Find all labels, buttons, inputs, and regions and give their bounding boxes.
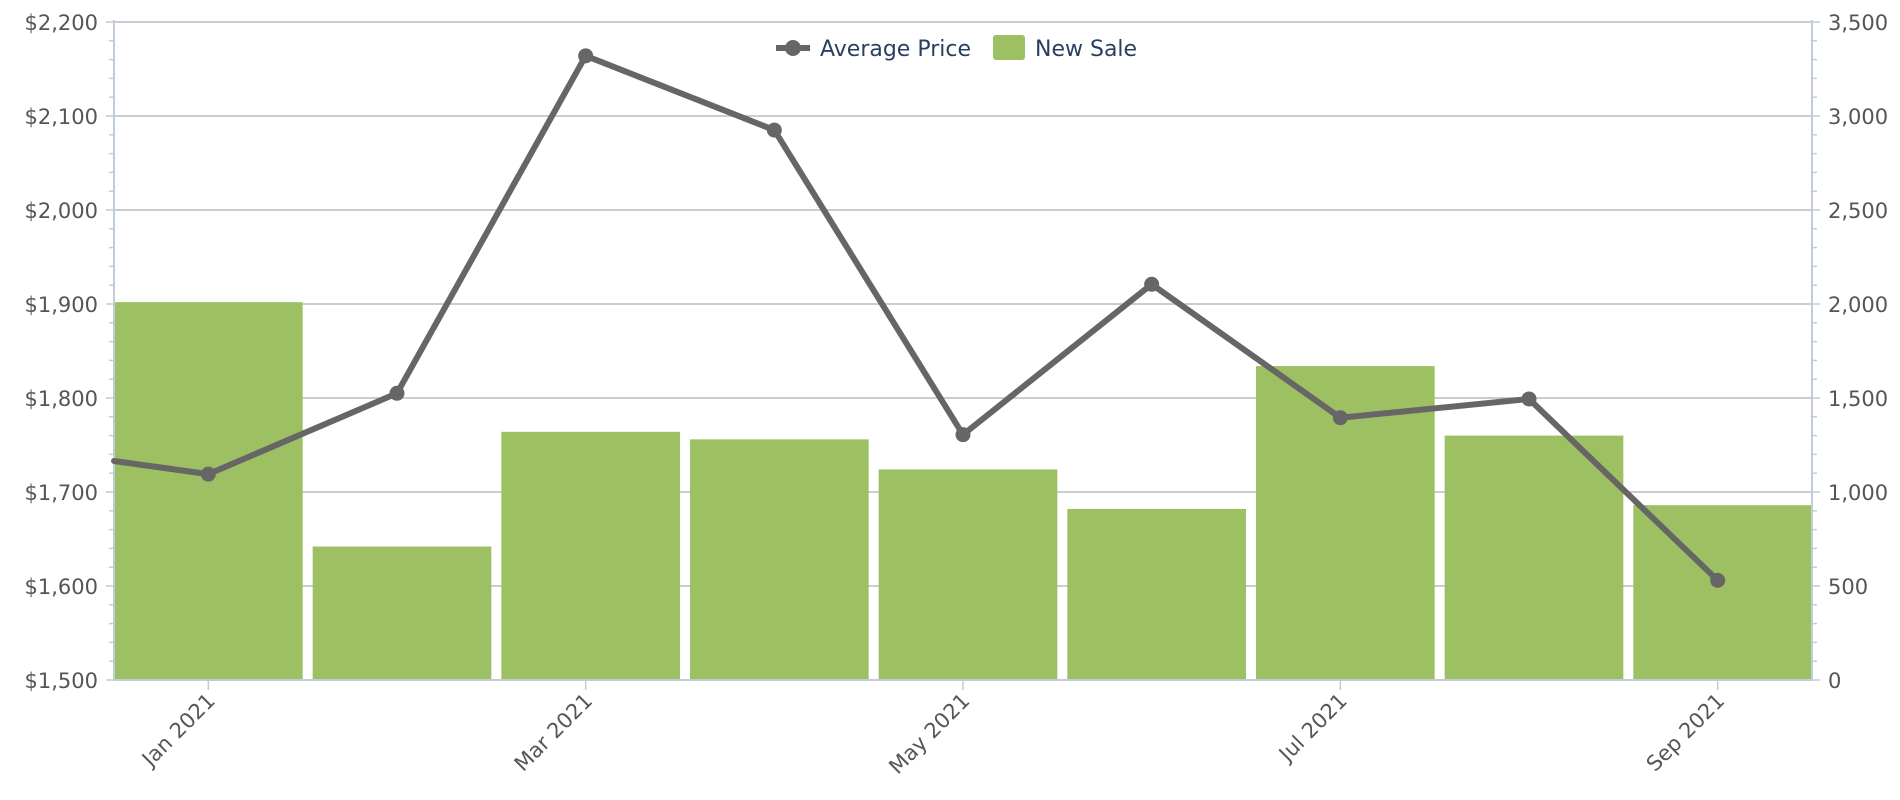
- line-series-average-price: [111, 48, 1726, 588]
- left-axis-tick-label: $2,200: [25, 11, 98, 35]
- point-average-price: [1710, 572, 1726, 588]
- right-axis-tick-label: 0: [1828, 669, 1841, 693]
- right-axis-tick-label: 500: [1828, 575, 1868, 599]
- left-axis-tick-label: $1,900: [25, 293, 98, 317]
- x-axis-tick-label: May 2021: [884, 689, 974, 779]
- x-axis-tick-label: Sep 2021: [1642, 689, 1729, 776]
- point-average-price: [766, 122, 782, 138]
- point-average-price: [955, 427, 971, 443]
- right-axis-tick-label: 3,000: [1828, 105, 1888, 129]
- point-average-price: [578, 48, 594, 64]
- bar-new-sale: [501, 431, 680, 680]
- x-axis-tick-label: Jan 2021: [136, 689, 220, 773]
- bar-new-sale: [114, 302, 303, 680]
- right-axis-tick-label: 3,500: [1828, 11, 1888, 35]
- x-axis-tick-label: Mar 2021: [510, 689, 598, 777]
- point-average-price: [1521, 391, 1537, 407]
- legend-label-average-price[interactable]: Average Price: [820, 37, 971, 62]
- legend-marker-average-price: [785, 40, 801, 56]
- right-axis-tick-label: 2,000: [1828, 293, 1888, 317]
- legend-label-new-sale[interactable]: New Sale: [1035, 37, 1137, 62]
- left-axis-tick-label: $1,800: [25, 387, 98, 411]
- bar-new-sale: [690, 439, 869, 680]
- bar-new-sale: [1444, 435, 1624, 680]
- right-axis-tick-label: 2,500: [1828, 199, 1888, 223]
- bar-new-sale: [1633, 505, 1812, 680]
- left-axis-tick-label: $1,700: [25, 481, 98, 505]
- right-axis-tick-label: 1,500: [1828, 387, 1888, 411]
- left-axis-tick-label: $1,500: [25, 669, 98, 693]
- point-average-price: [389, 385, 405, 401]
- bar-new-sale: [878, 469, 1058, 680]
- point-average-price: [200, 466, 216, 482]
- legend[interactable]: Average Price New Sale: [776, 35, 1137, 62]
- left-axis-tick-label: $2,100: [25, 105, 98, 129]
- bar-new-sale: [1067, 508, 1246, 680]
- left-axis-tick-label: $2,000: [25, 199, 98, 223]
- bar-new-sale: [312, 546, 492, 680]
- right-axis-tick-label: 1,000: [1828, 481, 1888, 505]
- line-path-average-price: [111, 52, 1721, 584]
- x-axis-tick-label: Jul 2021: [1273, 689, 1352, 768]
- bar-series-new-sale: [114, 302, 1812, 680]
- legend-symbol-new-sale: [993, 35, 1025, 60]
- left-axis-tick-label: $1,600: [25, 575, 98, 599]
- point-average-price: [1332, 410, 1348, 426]
- point-average-price: [1144, 276, 1160, 292]
